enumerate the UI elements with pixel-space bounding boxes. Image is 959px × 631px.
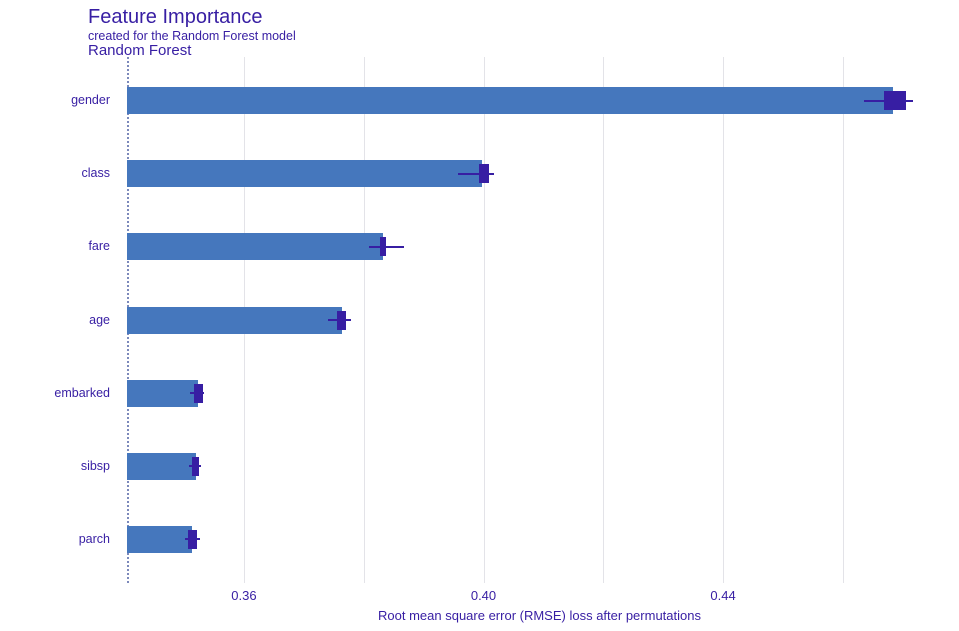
facet-strip-label: Random Forest bbox=[88, 42, 192, 59]
importance-bar-embarked bbox=[127, 379, 198, 407]
boxplot-median-age bbox=[341, 310, 344, 330]
boxplot-median-gender bbox=[894, 91, 897, 111]
y-axis-label-sibsp: sibsp bbox=[80, 458, 110, 473]
panel-gridline bbox=[842, 57, 844, 583]
boxplot-median-sibsp bbox=[195, 456, 198, 476]
panel-gridline bbox=[603, 57, 605, 583]
panel-gridline bbox=[363, 57, 365, 583]
y-axis-label-class: class bbox=[81, 166, 110, 181]
importance-bar-sibsp bbox=[127, 452, 197, 480]
importance-bar-fare bbox=[127, 233, 383, 261]
x-axis-title: Root mean square error (RMSE) loss after… bbox=[378, 608, 701, 623]
y-axis-label-fare: fare bbox=[88, 239, 110, 254]
importance-bar-parch bbox=[127, 525, 193, 553]
panel-gridline bbox=[723, 57, 725, 583]
boxplot-median-fare bbox=[381, 237, 384, 257]
x-tick-label-0.44: 0.44 bbox=[710, 588, 736, 603]
plot-panel bbox=[120, 57, 959, 583]
boxplot-whisker-class bbox=[457, 172, 494, 175]
boxplot-median-parch bbox=[191, 529, 194, 549]
boxplot-median-class bbox=[482, 164, 485, 184]
panel-gridline bbox=[483, 57, 485, 583]
importance-bar-gender bbox=[127, 87, 894, 115]
y-axis-label-embarked: embarked bbox=[54, 385, 110, 400]
y-axis-label-parch: parch bbox=[78, 531, 110, 546]
boxplot-whisker-fare bbox=[369, 245, 404, 248]
importance-bar-age bbox=[127, 306, 343, 334]
chart-subtitle: created for the Random Forest model bbox=[88, 29, 296, 43]
y-axis-label-age: age bbox=[89, 312, 110, 327]
importance-bar-class bbox=[127, 160, 482, 188]
chart-title: Feature Importance bbox=[88, 6, 263, 28]
x-tick-label-0.40: 0.40 bbox=[470, 588, 497, 603]
boxplot-median-embarked bbox=[196, 383, 199, 403]
x-tick-label-0.36: 0.36 bbox=[231, 588, 257, 603]
y-axis-label-gender: gender bbox=[71, 93, 110, 108]
